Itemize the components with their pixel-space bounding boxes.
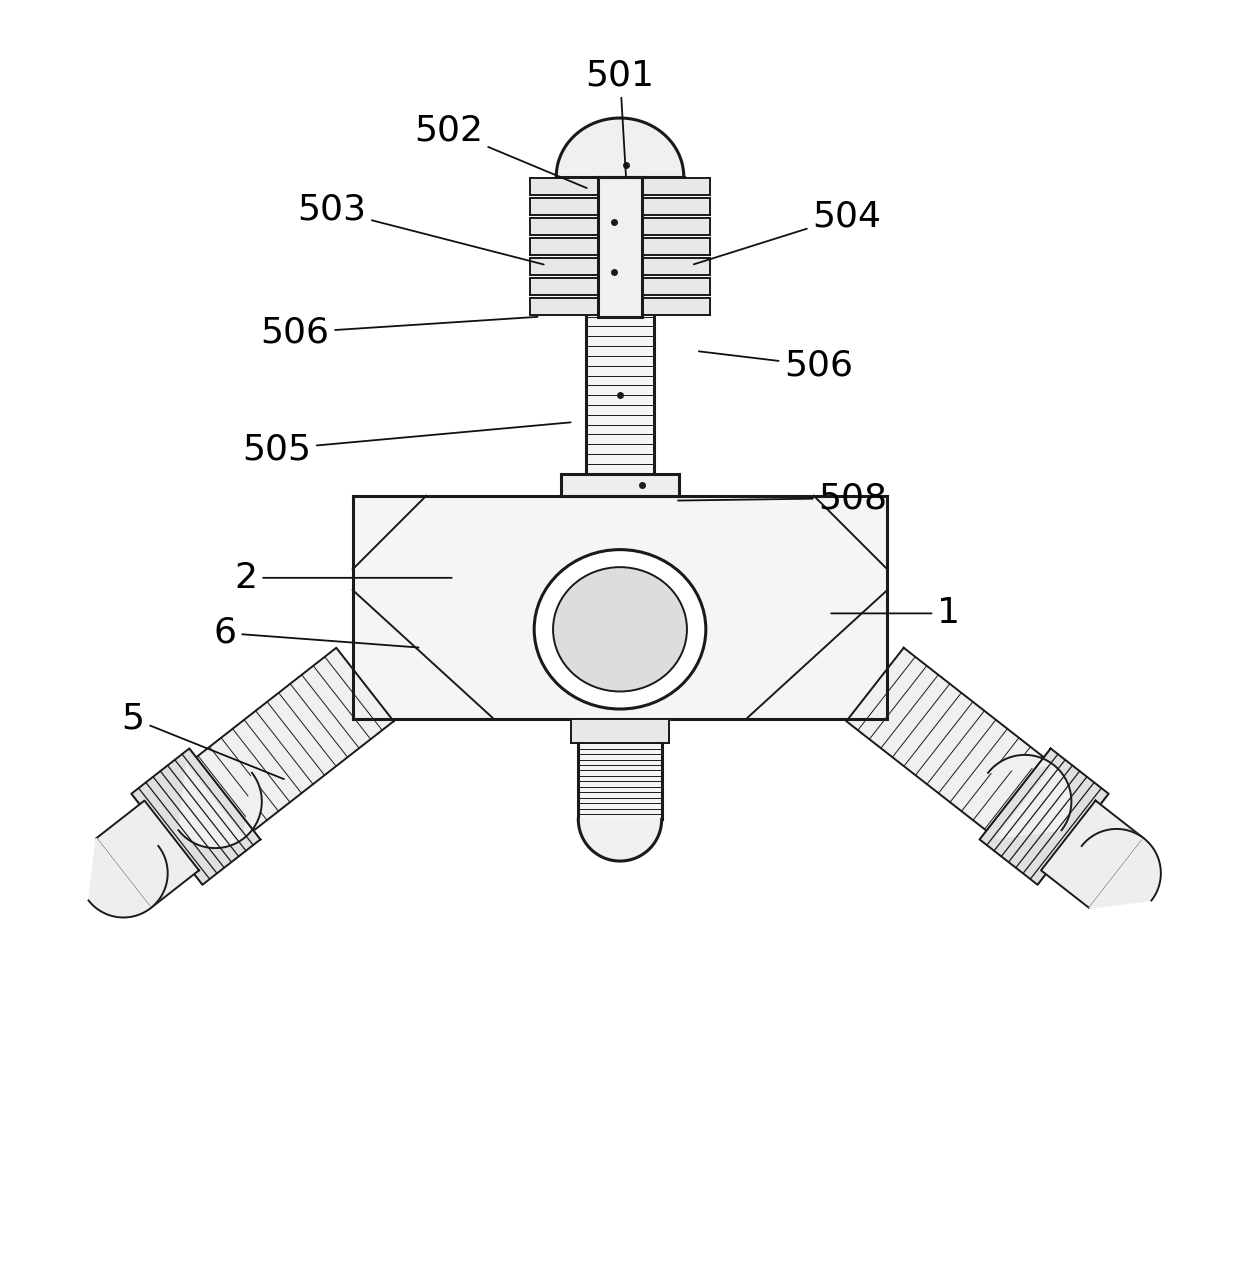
Polygon shape bbox=[980, 748, 1109, 885]
Polygon shape bbox=[562, 473, 678, 496]
Polygon shape bbox=[585, 316, 655, 473]
Ellipse shape bbox=[534, 549, 706, 709]
Polygon shape bbox=[598, 177, 642, 316]
Polygon shape bbox=[531, 218, 598, 235]
Polygon shape bbox=[642, 199, 709, 215]
Polygon shape bbox=[531, 258, 598, 275]
Text: 5: 5 bbox=[122, 701, 284, 779]
Polygon shape bbox=[186, 648, 393, 838]
Polygon shape bbox=[1081, 829, 1161, 908]
Polygon shape bbox=[642, 218, 709, 235]
Polygon shape bbox=[1042, 800, 1143, 908]
Text: 508: 508 bbox=[678, 481, 888, 515]
Text: 501: 501 bbox=[585, 58, 655, 176]
Text: 503: 503 bbox=[298, 192, 544, 265]
Polygon shape bbox=[578, 743, 662, 819]
Text: 2: 2 bbox=[234, 561, 451, 595]
Text: 1: 1 bbox=[831, 596, 960, 630]
Polygon shape bbox=[531, 238, 598, 256]
Polygon shape bbox=[642, 299, 709, 315]
Polygon shape bbox=[531, 299, 598, 315]
Text: 505: 505 bbox=[242, 423, 570, 466]
Polygon shape bbox=[557, 118, 683, 177]
Polygon shape bbox=[642, 279, 709, 295]
Polygon shape bbox=[642, 258, 709, 275]
Text: 502: 502 bbox=[414, 113, 587, 189]
Polygon shape bbox=[131, 748, 260, 885]
Polygon shape bbox=[97, 800, 198, 908]
Polygon shape bbox=[642, 179, 709, 195]
Polygon shape bbox=[179, 765, 262, 848]
Polygon shape bbox=[531, 199, 598, 215]
Text: 6: 6 bbox=[213, 617, 419, 649]
Polygon shape bbox=[988, 755, 1071, 838]
Text: 506: 506 bbox=[260, 315, 537, 349]
Ellipse shape bbox=[553, 567, 687, 691]
Polygon shape bbox=[557, 177, 683, 180]
Polygon shape bbox=[642, 238, 709, 256]
Polygon shape bbox=[531, 279, 598, 295]
Polygon shape bbox=[531, 179, 598, 195]
Polygon shape bbox=[578, 819, 662, 861]
Text: 504: 504 bbox=[693, 199, 882, 265]
Text: 506: 506 bbox=[699, 348, 853, 382]
Polygon shape bbox=[847, 648, 1054, 838]
Polygon shape bbox=[352, 496, 888, 719]
Polygon shape bbox=[570, 719, 670, 743]
Polygon shape bbox=[88, 838, 167, 918]
